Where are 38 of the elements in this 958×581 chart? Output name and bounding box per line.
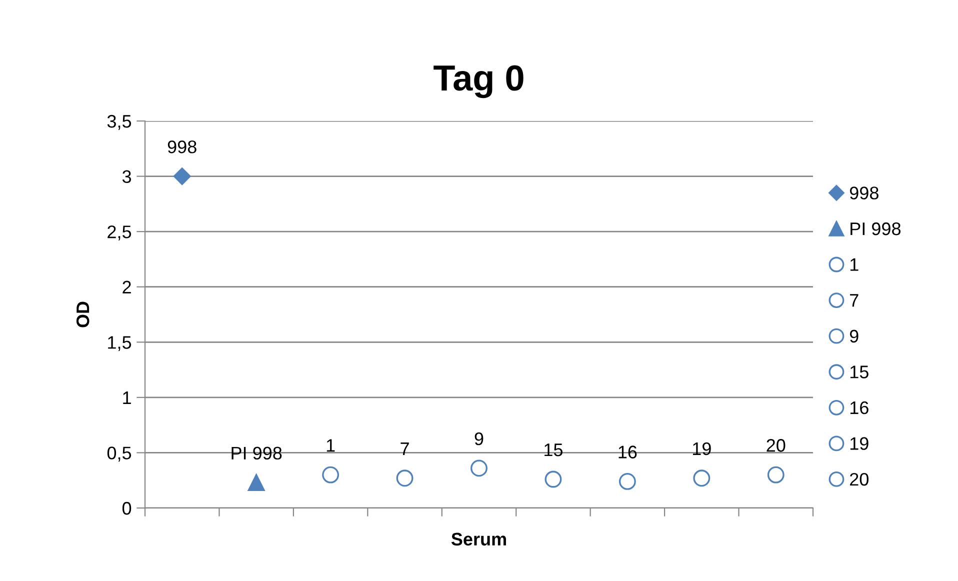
text: 20	[766, 439, 786, 452]
x-axis-title: Serum	[451, 532, 506, 546]
text: 7	[400, 442, 409, 455]
point	[248, 474, 265, 492]
y-axis-title: OD	[76, 302, 90, 328]
y-tick-label: 3,5	[107, 114, 132, 130]
point	[470, 460, 488, 477]
text: 15	[544, 444, 563, 456]
point	[544, 470, 562, 488]
chart-title: Tag 0	[434, 65, 524, 98]
y-tick-label: 3	[122, 170, 132, 184]
y-tick-label: 2,5	[108, 226, 132, 240]
y-tick-label: 1	[123, 392, 131, 404]
text: 9	[474, 432, 484, 446]
legend-label: 9	[850, 330, 858, 343]
point	[322, 466, 340, 484]
legend-label: 15	[850, 366, 868, 378]
text: 16	[618, 446, 637, 458]
point	[767, 466, 784, 484]
point	[173, 168, 191, 185]
y-tick-label: 0	[122, 502, 132, 515]
y-tick-label: 1,5	[108, 336, 132, 351]
legend-label: 20	[850, 472, 868, 486]
text: 998	[168, 140, 196, 154]
y-tick-label: 2	[122, 280, 131, 294]
text: PI 998	[232, 446, 282, 460]
y-tick-label: 0,5	[107, 446, 132, 462]
point	[693, 470, 710, 487]
text: 19	[693, 442, 711, 456]
legend-label: 7	[850, 294, 858, 307]
point	[396, 470, 414, 487]
point	[618, 472, 636, 490]
legend-label: 19	[850, 437, 868, 450]
legend-label: 1	[850, 258, 858, 271]
legend-label: 998	[850, 186, 878, 200]
text: 1	[326, 439, 335, 452]
legend-label: PI 998	[850, 222, 901, 236]
legend-label: 16	[850, 401, 868, 414]
